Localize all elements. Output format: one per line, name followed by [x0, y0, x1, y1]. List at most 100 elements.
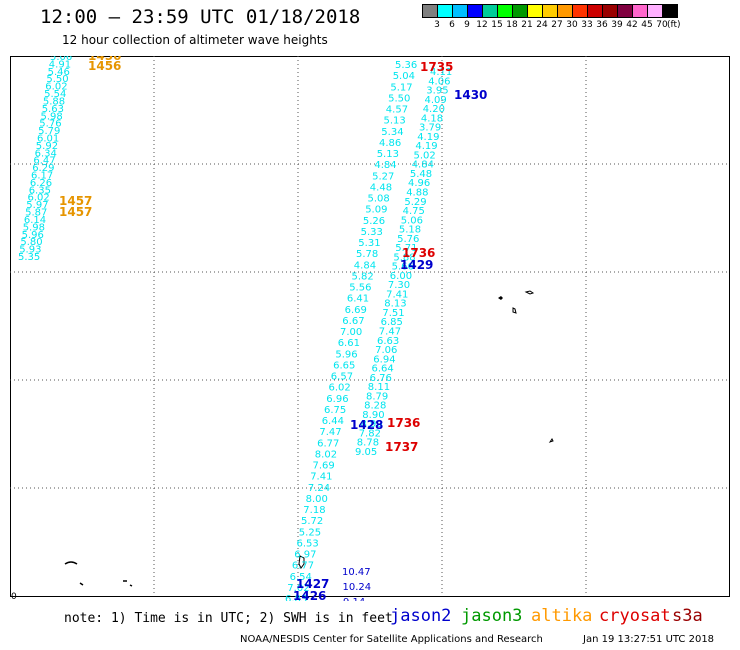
y-tick-label: -8 — [10, 484, 11, 494]
legend-swatch — [572, 4, 588, 18]
pass-time-label: 1428 — [350, 418, 383, 432]
wave-height-value: 6.75 — [324, 405, 346, 416]
generated-timestamp: Jan 19 13:27:51 UTC 2018 — [583, 634, 715, 645]
island-shape — [298, 555, 305, 569]
y-tick-label: -6 — [10, 376, 11, 386]
legend-tick-label: 21 — [521, 20, 533, 30]
wave-height-value: 6.53 — [297, 538, 319, 549]
wave-height-value: 7.02 — [287, 583, 309, 594]
wave-height-value: 8.90 — [362, 410, 384, 421]
wave-height-value: 5.98 — [41, 111, 63, 122]
wave-height-value: 6.67 — [342, 316, 364, 327]
legend-tick-label: 27 — [551, 20, 563, 30]
wave-height-value: 4.84 — [354, 260, 376, 271]
wave-height-value: 7.18 — [303, 505, 325, 516]
wave-height-value: 6.54 — [290, 572, 312, 583]
wave-height-value: 4.19 — [417, 132, 439, 143]
legend-swatch — [662, 4, 678, 18]
wave-height-value: 5.26 — [363, 216, 385, 227]
wave-height-value: 6.02 — [329, 383, 351, 394]
legend-tick-label: 33 — [581, 20, 593, 30]
wave-height-value: 6.26 — [30, 178, 52, 189]
wave-height-value: 4.09 — [425, 95, 447, 106]
wave-height-value: 5.50 — [388, 93, 410, 104]
color-legend-ticks: 3 6 9 12 15 18 21 24 27 30 33 36 39 42 45 70 (ft) — [422, 20, 680, 34]
map-subtitle: 12 hour collection of altimeter wave hei… — [62, 33, 328, 47]
pass-time-label: 1426 — [293, 589, 326, 601]
wave-height-value: 5.88 — [43, 96, 65, 107]
wave-height-value: 6.41 — [347, 294, 369, 305]
wave-height-value: 5.50 — [46, 74, 68, 85]
wave-height-value: 7.41 — [386, 289, 408, 300]
altimeter-tracks: 5.064.915.465.506.025.545.885.635.985.76… — [18, 56, 452, 601]
pass-time-label: 1430 — [454, 88, 487, 102]
wave-height-value: 5.78 — [356, 249, 378, 260]
pass-time-label: 1429 — [400, 258, 433, 272]
wave-height-value: 5.54 — [44, 89, 66, 100]
wave-height-value: 5.79 — [38, 126, 60, 137]
wave-height-value: 6.96 — [326, 394, 348, 405]
wave-height-value: 3.79 — [419, 123, 441, 134]
legend-swatch — [542, 4, 558, 18]
pass-time-label: 1736 — [387, 416, 420, 430]
wave-height-value: 7.47 — [379, 327, 401, 338]
map-islands — [64, 290, 554, 587]
map-grid — [10, 56, 730, 597]
pass-time-label: 1427 — [296, 577, 329, 591]
satellite-cryosat-label: cryosat — [599, 606, 671, 626]
wave-height-value: 6.35 — [29, 185, 51, 196]
legend-tick-label: 36 — [596, 20, 608, 30]
wave-height-value: 6.64 — [372, 364, 394, 375]
wave-height-value: 5.33 — [361, 227, 383, 238]
wave-height-value: 4.19 — [415, 141, 437, 152]
wave-height-value: 6.47 — [33, 156, 55, 167]
legend-tick-label: 30 — [566, 20, 578, 30]
wave-height-value: 5.96 — [22, 230, 44, 241]
wave-height-value: 5.13 — [384, 116, 406, 127]
wave-height-value: 10.47 — [342, 567, 371, 578]
wave-height-value: 6.77 — [292, 561, 314, 572]
legend-swatch — [467, 4, 483, 18]
wave-height-value: 7.30 — [388, 280, 410, 291]
wave-height-value: 7.51 — [382, 308, 404, 319]
wave-height-value: 4.84 — [374, 160, 396, 171]
wave-height-value: 5.66 — [392, 262, 414, 273]
legend-swatch — [557, 4, 573, 18]
legend-swatch — [587, 4, 603, 18]
wave-height-value: 4.96 — [408, 178, 430, 189]
wave-height-value: 6.97 — [294, 550, 316, 561]
wave-height-value: 7.06 — [375, 345, 397, 356]
legend-tick-label: 15 — [491, 20, 503, 30]
wave-height-value: 6.94 — [373, 354, 395, 365]
wave-height-value: 5.88 — [393, 252, 415, 263]
legend-tick-label: 45 — [641, 20, 653, 30]
wave-height-value: 5.27 — [372, 171, 394, 182]
wave-height-value: 4.84 — [412, 160, 434, 171]
legend-tick-label: 24 — [536, 20, 548, 30]
wave-height-value: 8.79 — [366, 391, 388, 402]
wave-height-value: 4.57 — [386, 105, 408, 116]
legend-swatch — [527, 4, 543, 18]
wave-height-value: 6.85 — [381, 317, 403, 328]
legend-swatch — [437, 4, 453, 18]
wave-height-value: 6.29 — [32, 163, 54, 174]
wave-height-value: 5.82 — [352, 271, 374, 282]
wave-height-value: 9.05 — [355, 447, 377, 458]
wave-height-value: 6.61 — [338, 338, 360, 349]
wave-height-value: 7.00 — [340, 327, 362, 338]
legend-tick-label: 9 — [464, 20, 470, 30]
wave-height-value: 5.17 — [390, 82, 412, 93]
wave-height-value: 5.80 — [20, 237, 42, 248]
legend-tick-label: 70 — [656, 20, 668, 30]
wave-height-value: 5.63 — [42, 104, 64, 115]
legend-swatch — [602, 4, 618, 18]
wave-height-map: 4548515457600-2-4-6-8-10 5.064.915.465.5… — [10, 56, 730, 601]
wave-height-value: 6.44 — [322, 416, 344, 427]
wave-height-value: 6.17 — [31, 171, 53, 182]
wave-height-value: 5.46 — [48, 67, 70, 78]
legend-tick-label: 18 — [506, 20, 518, 30]
wave-height-value: 10.24 — [343, 582, 372, 593]
wave-height-value: 5.56 — [349, 283, 371, 294]
wave-height-value: 6.02 — [28, 193, 50, 204]
